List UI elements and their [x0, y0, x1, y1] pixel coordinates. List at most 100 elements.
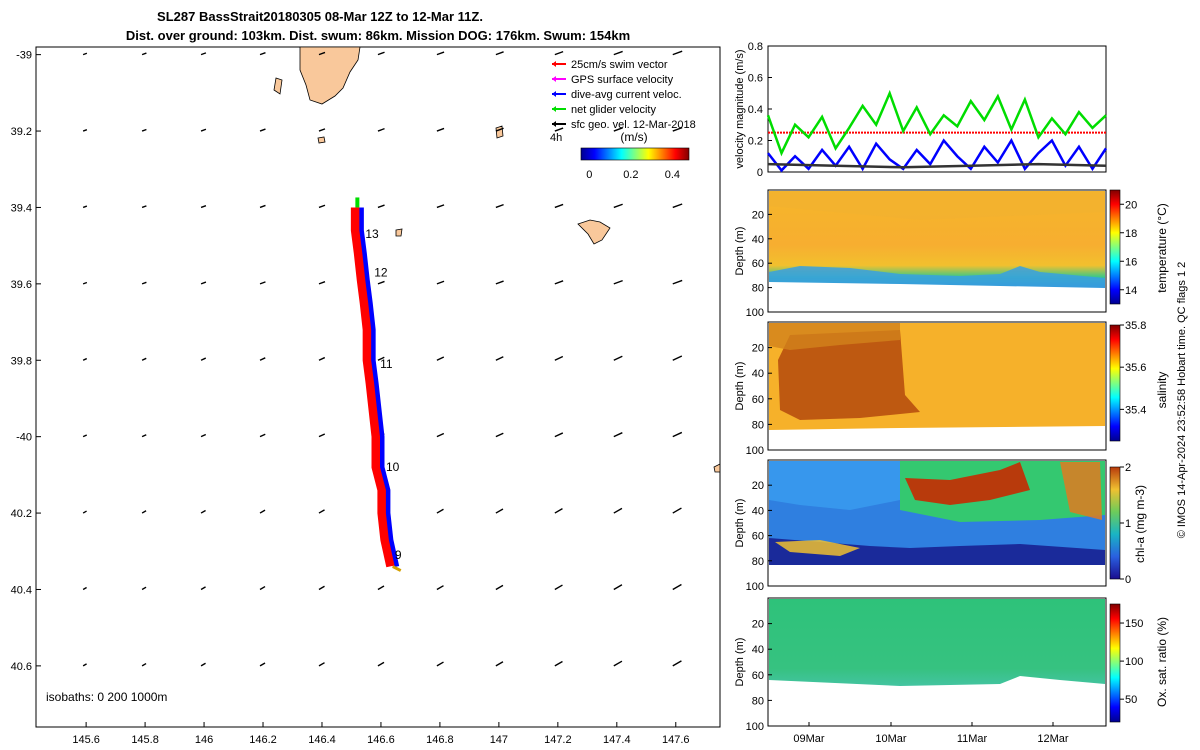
depth-tick-label: 60 — [752, 670, 764, 682]
land-islet-1 — [495, 125, 504, 139]
depth-tick-label: 100 — [746, 307, 764, 319]
salinity-colorbar — [1109, 324, 1121, 442]
geo-arrow — [259, 128, 266, 132]
temperature-panel: 20 40 60 80 100 Depth (m) temperature (°C) — [734, 189, 1169, 319]
geo-arrow — [318, 509, 325, 514]
geo-arrow — [318, 128, 326, 132]
legend-label: dive-avg current veloc. — [571, 89, 682, 101]
geo-arrow — [495, 203, 504, 209]
legend-colorbar-ticks: 0 0.2 0.4 — [586, 169, 680, 181]
geo-arrow — [141, 52, 147, 56]
geo-arrow — [672, 126, 683, 132]
geo-arrow — [377, 661, 385, 667]
map-ytick-label: 39.2 — [11, 126, 32, 138]
map-ytick-label: 39.6 — [11, 279, 32, 291]
map-ytick-label: -40 — [16, 432, 32, 444]
geo-arrow — [672, 507, 682, 514]
geo-arrow — [672, 279, 683, 285]
depth-tick-label: 80 — [752, 283, 764, 295]
velocity-series-line — [767, 162, 1107, 169]
depth-tick-label: 40 — [752, 644, 764, 656]
map-xtick-label: 147.4 — [603, 734, 631, 746]
geo-arrow — [613, 127, 623, 132]
geo-arrow — [318, 51, 326, 56]
colorbar-tick-label: 35.8 — [1125, 320, 1146, 332]
geo-arrow — [495, 127, 504, 132]
geo-arrow — [141, 510, 147, 514]
oxygen-ylabel: Depth (m) — [734, 638, 746, 687]
geo-arrow — [82, 205, 88, 209]
track-start-marker — [392, 565, 402, 572]
day-label: 9 — [395, 548, 402, 562]
geo-arrow — [377, 356, 385, 361]
geo-arrow — [495, 280, 504, 285]
geo-arrow — [436, 356, 445, 361]
land-wilsons-promontory — [299, 46, 361, 105]
depth-tick-label: 80 — [752, 695, 764, 707]
geo-arrow — [82, 586, 87, 591]
geo-arrow — [259, 51, 266, 56]
temperature-colorbar — [1109, 189, 1121, 305]
time-tick-label: 11Mar — [957, 733, 988, 745]
geo-arrow — [672, 355, 683, 361]
geo-arrow — [377, 204, 385, 209]
geo-arrow — [82, 357, 88, 361]
map-xtick-label: 146 — [195, 734, 213, 746]
map-legend: 25cm/s swim vector GPS surface velocity di… — [552, 59, 696, 131]
colorbar-tick-label: 35.4 — [1125, 404, 1146, 416]
chlorophyll-ylabel: Depth (m) — [734, 499, 746, 548]
geo-arrow — [377, 585, 385, 591]
day-label: 10 — [386, 460, 400, 474]
geo-arrow — [554, 355, 564, 361]
geo-arrow — [613, 279, 623, 285]
title-line1: SL287 BassStrait20180305 08-Mar 12Z to 1… — [157, 9, 483, 24]
salinity-ticks: 20 40 60 80 100 — [746, 343, 772, 457]
depth-tick-label: 100 — [746, 721, 764, 733]
colorbar-tick-label: 16 — [1125, 256, 1137, 268]
depth-tick-label: 60 — [752, 531, 764, 543]
geo-arrow — [613, 203, 623, 209]
geo-arrow — [200, 205, 207, 209]
colorbar-label: (m/s) — [620, 130, 647, 144]
map-xtick-label: 145.6 — [72, 734, 100, 746]
velocity-ytick-label: 0.4 — [748, 104, 763, 116]
chlorophyll-max — [905, 462, 1030, 505]
isobaths-label: isobaths: 0 200 1000m — [46, 690, 167, 704]
geo-arrow — [436, 280, 445, 285]
land-islet-4 — [713, 463, 721, 473]
map-xtick-label: 147.2 — [544, 734, 572, 746]
geo-arrow — [672, 203, 683, 209]
map-ytick-label: 40.4 — [11, 584, 32, 596]
geo-arrow — [141, 586, 147, 591]
oxygen-ticks: 20 40 60 80 100 — [746, 619, 772, 733]
geo-velocity-arrows — [82, 50, 683, 667]
geo-arrow — [613, 584, 623, 591]
geo-arrow — [200, 357, 207, 361]
velocity-panel: 0 0.2 0.4 0.6 0.8 velocity magnitude (m/s) — [734, 41, 1108, 179]
geo-arrow — [554, 280, 564, 285]
map-ytick-label: 40.6 — [11, 661, 32, 673]
salinity-ylabel: Depth (m) — [734, 362, 746, 411]
chlorophyll-colorbar — [1109, 466, 1121, 580]
depth-tick-label: 40 — [752, 368, 764, 380]
time-tick-label: 10Mar — [875, 733, 907, 745]
chlorophyll-ticks: 20 40 60 80 100 — [746, 480, 772, 593]
colorbar-tick-label: 1 — [1125, 518, 1131, 530]
geo-arrow — [200, 509, 206, 514]
velocity-series-line — [766, 89, 1107, 157]
geo-arrow — [436, 585, 444, 591]
map-xtick-label: 147.6 — [662, 734, 690, 746]
geo-arrow — [495, 584, 504, 591]
colorbar-tick-label: 150 — [1125, 618, 1143, 630]
geo-arrow — [554, 584, 563, 591]
geo-arrow — [436, 661, 444, 667]
title-line2: Dist. over ground: 103km. Dist. swum: 86… — [126, 28, 630, 43]
geo-arrow — [672, 660, 682, 667]
geo-arrow — [200, 586, 206, 591]
geo-arrow — [318, 433, 326, 438]
geo-arrow — [82, 663, 87, 667]
oxygen-panel: 20 40 60 80 100 Depth (m) Ox. sat. ratio (%) — [734, 597, 1169, 733]
colorbar-tick-label: 20 — [1125, 199, 1137, 211]
current-vectors — [358, 207, 400, 568]
